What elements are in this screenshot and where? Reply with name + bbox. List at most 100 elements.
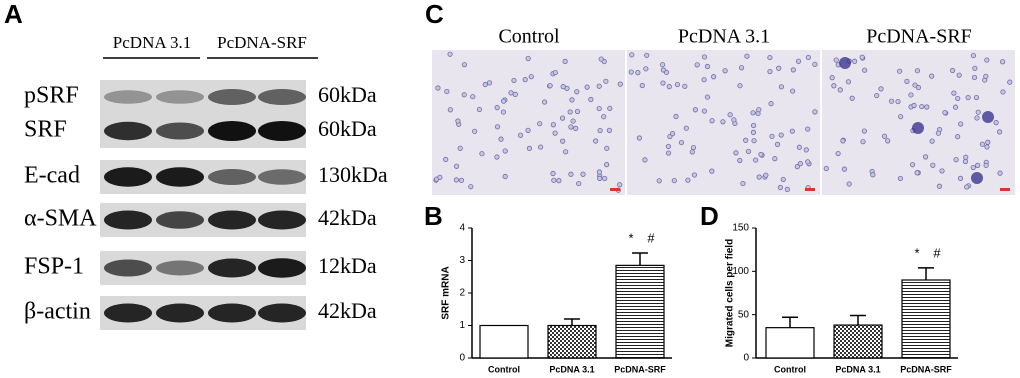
cell — [897, 68, 903, 74]
cell — [551, 177, 557, 183]
x-tick-label: PcDNA-SRF — [900, 364, 952, 374]
cell — [885, 138, 891, 144]
cell — [443, 156, 449, 163]
bar — [615, 264, 665, 359]
column-label: PcDNA-SRF — [866, 26, 972, 48]
band — [208, 121, 256, 141]
cell — [829, 75, 835, 81]
band — [208, 258, 256, 278]
protein-label: pSRF — [24, 83, 79, 109]
scale-bar — [1000, 188, 1010, 191]
cell — [666, 84, 672, 90]
cell — [777, 184, 784, 191]
cell — [476, 106, 483, 113]
cell — [898, 114, 904, 120]
cell — [588, 96, 594, 103]
cell — [1000, 89, 1006, 95]
cell — [660, 67, 667, 73]
cell — [563, 149, 569, 155]
cell — [958, 121, 964, 127]
x-tick-label: Control — [774, 364, 806, 374]
cell — [870, 172, 876, 178]
cell — [597, 175, 603, 181]
cell — [837, 87, 843, 93]
cell — [644, 52, 650, 58]
cell — [888, 98, 895, 104]
significance-mark: * — [914, 245, 919, 260]
cell — [756, 107, 762, 113]
cell — [778, 132, 784, 138]
column-label: Control — [498, 26, 560, 48]
stained-cell — [982, 111, 994, 123]
cell — [744, 53, 750, 59]
cell — [674, 81, 681, 88]
cell — [738, 65, 745, 71]
y-tick-label: 4 — [459, 223, 465, 234]
y-tick-label: 50 — [738, 309, 750, 320]
cell — [953, 157, 959, 163]
error-bar — [632, 252, 648, 266]
cell — [665, 143, 672, 150]
cell — [956, 72, 962, 78]
error-bar — [918, 267, 934, 280]
cell — [596, 83, 602, 89]
cell — [860, 139, 866, 145]
cell — [965, 94, 971, 101]
panel-letter: B — [424, 201, 443, 231]
x-tick-label: PcDNA 3.1 — [835, 364, 880, 374]
cell — [643, 66, 649, 72]
band — [258, 258, 306, 278]
cell — [559, 115, 566, 121]
cell — [745, 148, 752, 155]
cell — [758, 151, 764, 158]
cell — [955, 95, 961, 102]
cell — [971, 74, 978, 81]
cell — [639, 82, 645, 89]
cell — [574, 89, 580, 95]
cell — [671, 177, 677, 184]
cell — [709, 168, 715, 174]
cell — [552, 69, 558, 76]
cell — [962, 158, 969, 165]
cell — [805, 54, 811, 61]
cell — [911, 102, 917, 109]
cell — [607, 105, 613, 111]
cell — [964, 184, 970, 190]
cell — [972, 65, 978, 71]
cell — [690, 144, 697, 151]
cell — [547, 83, 553, 89]
cell — [935, 130, 942, 136]
cell — [753, 157, 759, 163]
band — [156, 260, 204, 276]
size-label: 12kDa — [318, 253, 377, 278]
band — [156, 303, 204, 323]
cell — [776, 65, 782, 71]
cell — [470, 94, 476, 100]
cell — [750, 122, 757, 129]
cell — [1000, 59, 1006, 65]
cell — [486, 80, 493, 86]
cell — [501, 98, 507, 104]
cell — [570, 118, 576, 124]
cell — [508, 90, 514, 96]
cell — [573, 125, 579, 131]
cell — [522, 77, 528, 83]
cell — [498, 136, 504, 142]
cell — [596, 169, 602, 175]
cell — [957, 175, 964, 181]
size-label: 60kDa — [318, 116, 377, 141]
y-tick-label: 0 — [459, 353, 465, 364]
cell — [701, 77, 707, 83]
cell — [768, 101, 774, 107]
cell — [656, 178, 662, 184]
cell — [914, 68, 921, 74]
cell — [659, 62, 666, 68]
cell — [635, 70, 641, 76]
cell — [552, 130, 558, 136]
error-bar — [564, 318, 580, 326]
protein-label: SRF — [24, 117, 67, 143]
cell — [833, 57, 839, 63]
cell — [528, 74, 534, 80]
cell — [722, 68, 728, 74]
scale-bar — [805, 188, 815, 191]
